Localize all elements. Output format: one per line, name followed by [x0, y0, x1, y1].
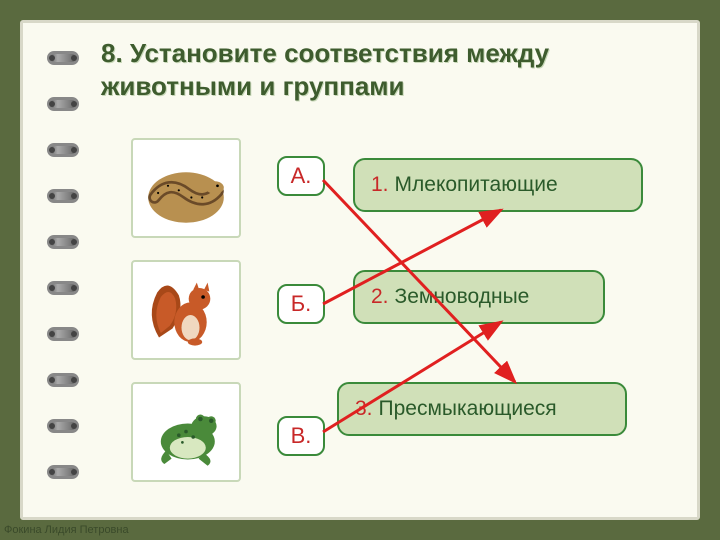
- ring-icon: [47, 143, 79, 157]
- ring-icon: [47, 327, 79, 341]
- category-text: Пресмыкающиеся: [379, 397, 557, 421]
- category-box-2: 2. Земноводные: [353, 270, 605, 324]
- category-text: Земноводные: [395, 285, 530, 309]
- animal-card-squirrel: [131, 260, 241, 360]
- inner-frame: 8. Установите соответствия между животны…: [20, 20, 700, 520]
- category-box-3: 3. Пресмыкающиеся: [337, 382, 627, 436]
- ring-icon: [47, 235, 79, 249]
- animal-card-snake: [131, 138, 241, 238]
- category-text: Млекопитающие: [395, 173, 558, 197]
- author-credit: Фокина Лидия Петровна: [4, 524, 129, 536]
- letter-badge-v: В.: [277, 416, 325, 456]
- ring-icon: [47, 373, 79, 387]
- letter-badge-a: А.: [277, 156, 325, 196]
- binder-rings: [47, 51, 79, 479]
- category-number: 1.: [371, 173, 389, 197]
- ring-icon: [47, 51, 79, 65]
- category-box-1: 1. Млекопитающие: [353, 158, 643, 212]
- frog-icon: [141, 390, 231, 475]
- squirrel-icon: [141, 268, 231, 353]
- ring-icon: [47, 419, 79, 433]
- ring-icon: [47, 97, 79, 111]
- ring-icon: [47, 465, 79, 479]
- animal-card-frog: [131, 382, 241, 482]
- snake-icon: [141, 146, 231, 231]
- letter-label: А.: [291, 163, 312, 189]
- ring-icon: [47, 281, 79, 295]
- slide-content: 8. Установите соответствия между животны…: [101, 37, 679, 503]
- question-title: 8. Установите соответствия между животны…: [101, 37, 679, 102]
- category-number: 3.: [355, 397, 373, 421]
- matching-area: А. Б. В. 1. Млекопитающие 2. Земноводные: [101, 126, 679, 526]
- letter-badge-b: Б.: [277, 284, 325, 324]
- outer-frame: 8. Установите соответствия между животны…: [0, 0, 720, 540]
- letter-label: Б.: [291, 291, 312, 317]
- category-number: 2.: [371, 285, 389, 309]
- letter-label: В.: [291, 423, 312, 449]
- ring-icon: [47, 189, 79, 203]
